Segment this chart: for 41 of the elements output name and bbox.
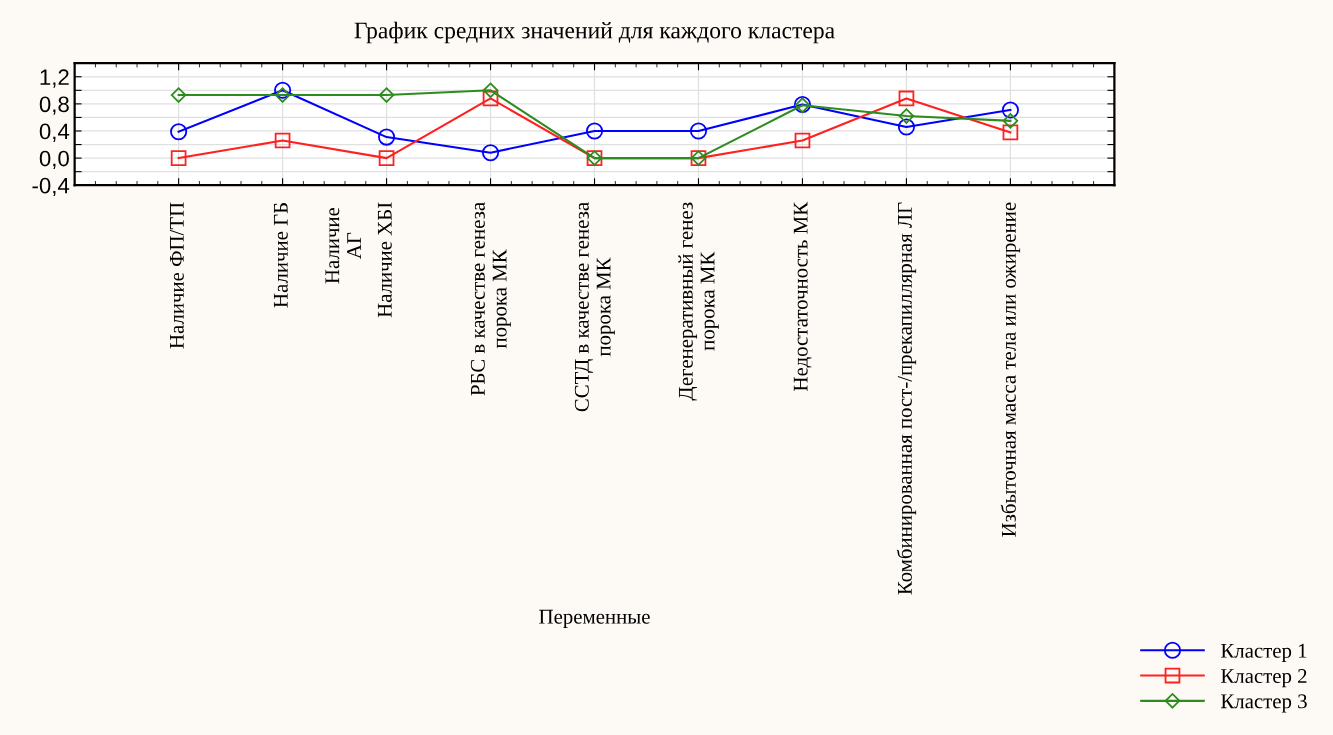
point (794, 132, 811, 149)
point (898, 90, 915, 107)
x-tick-label: РБС в качестве генеза порока МК (470, 202, 511, 396)
legend-label: Кластер 3 (1221, 694, 1307, 713)
point (689, 122, 708, 140)
point (378, 150, 395, 166)
point (274, 132, 291, 149)
chart-title: График средних значений для каждого кластера (354, 21, 835, 44)
y-tick-label: 0,8 (39, 96, 69, 115)
point (897, 118, 915, 136)
x-tick-label: Избыточная масса тела или ожирение (1000, 202, 1021, 537)
point (1001, 101, 1019, 119)
x-tick-label: Наличие ХБI (377, 202, 392, 318)
x-tick-label: Комбинированная пост-/прекапиллярная ЛГ (896, 202, 917, 595)
point (898, 108, 915, 124)
text: Наличие АГ (325, 207, 361, 284)
point (482, 144, 500, 162)
x-tick-label: Недостаточность МК (793, 201, 812, 391)
point (482, 82, 499, 99)
y-tick-label: 0,0 (39, 150, 69, 169)
point (482, 90, 499, 107)
point (274, 87, 291, 103)
point (1002, 113, 1019, 129)
x-tick-label: Дегенеративный генез порока МК (678, 202, 719, 401)
y-tick-label: 0,4 (39, 123, 70, 142)
x-tick-label: Наличие ФП/ТП (169, 202, 184, 349)
legend-label: Кластер 2 (1221, 669, 1307, 688)
point (274, 81, 292, 99)
x-tick-label: Наличие ГБ (273, 203, 288, 308)
legend-label: Кластер 1 (1221, 643, 1307, 663)
point (378, 87, 395, 103)
point (585, 122, 604, 140)
point (170, 150, 187, 166)
point (378, 128, 396, 146)
point (170, 87, 187, 103)
point (170, 123, 188, 141)
x-tick-label: ССТД в качестве генеза порока МК (574, 202, 615, 412)
y-tick-label: -0,4 (32, 177, 70, 197)
x-axis-title: Переменные (539, 609, 650, 628)
point (1002, 124, 1019, 141)
y-tick-label: 1,2 (40, 69, 69, 88)
